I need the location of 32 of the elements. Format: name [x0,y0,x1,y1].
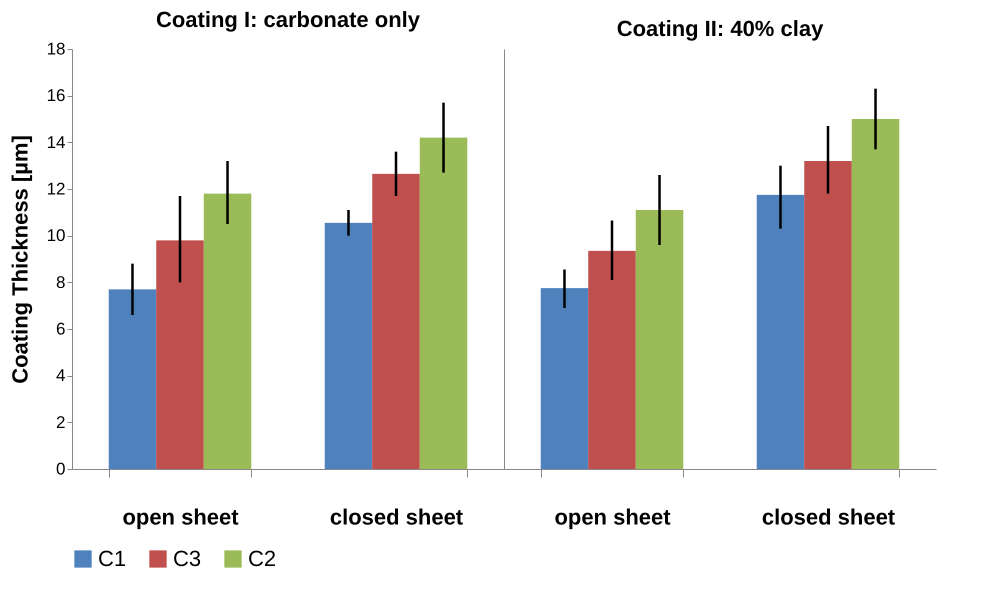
chart-title: Coating I: carbonate only [156,7,421,32]
legend-label: C2 [248,546,276,571]
chart-title: Coating II: 40% clay [616,16,824,41]
y-tick-label: 8 [56,272,66,292]
y-tick-label: 4 [56,366,66,386]
bar [588,250,636,469]
x-tick-label: closed sheet [762,504,896,530]
bar [756,194,804,469]
legend-label: C1 [98,546,126,571]
y-tick-label: 0 [56,460,66,478]
bar [420,138,468,469]
bar [204,194,252,469]
y-tick-label: 14 [46,132,66,152]
bar [156,240,204,469]
y-tick-label: 6 [56,320,66,338]
bar [324,222,372,469]
bar [804,161,852,469]
bar [108,289,156,469]
y-tick-label: 18 [46,40,66,58]
x-tick-label: closed sheet [330,504,464,530]
y-tick-label: 12 [46,180,66,198]
legend-label: C3 [173,546,202,571]
y-axis-title: Coating Thickness [µm] [8,135,33,384]
y-tick-label: 10 [46,226,66,246]
x-tick-label: open sheet [554,504,672,530]
y-tick-label: 2 [56,412,66,432]
bar [372,174,420,469]
x-tick-label: open sheet [122,504,240,530]
bar [852,119,900,469]
bar [636,210,684,469]
y-tick-label: 16 [46,86,66,106]
bar [540,288,588,469]
